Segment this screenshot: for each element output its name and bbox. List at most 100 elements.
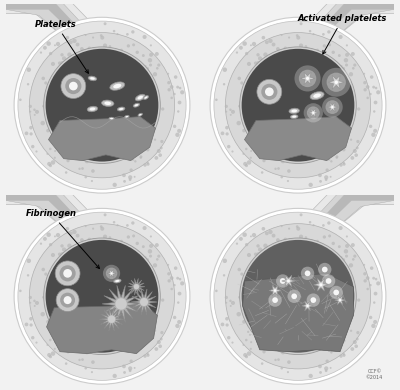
Circle shape	[19, 290, 22, 292]
Circle shape	[287, 180, 289, 182]
Circle shape	[363, 73, 365, 75]
Circle shape	[247, 253, 251, 257]
Circle shape	[245, 355, 248, 358]
Circle shape	[268, 39, 273, 43]
Circle shape	[238, 268, 241, 271]
Circle shape	[242, 240, 354, 353]
Circle shape	[324, 366, 328, 370]
Circle shape	[265, 87, 274, 96]
Circle shape	[91, 360, 95, 364]
Circle shape	[372, 277, 375, 280]
Circle shape	[161, 107, 164, 111]
Circle shape	[328, 43, 331, 46]
Circle shape	[65, 78, 82, 94]
Circle shape	[142, 245, 145, 248]
Circle shape	[210, 17, 386, 193]
Ellipse shape	[88, 76, 97, 81]
Circle shape	[312, 33, 314, 35]
Circle shape	[58, 61, 61, 65]
Circle shape	[60, 265, 76, 282]
Circle shape	[126, 33, 129, 35]
Circle shape	[46, 240, 158, 353]
Circle shape	[54, 236, 56, 238]
Circle shape	[353, 340, 357, 344]
Circle shape	[104, 22, 106, 25]
Circle shape	[352, 67, 354, 69]
Circle shape	[280, 176, 283, 179]
Circle shape	[29, 105, 32, 108]
Circle shape	[338, 35, 343, 39]
Circle shape	[252, 331, 254, 333]
Circle shape	[322, 97, 343, 117]
Circle shape	[158, 153, 162, 157]
Circle shape	[374, 101, 378, 105]
Circle shape	[265, 41, 269, 44]
Circle shape	[40, 121, 45, 125]
Circle shape	[294, 66, 321, 92]
Circle shape	[345, 64, 348, 67]
Text: Fibrinogen: Fibrinogen	[26, 209, 100, 269]
Circle shape	[322, 224, 325, 227]
Circle shape	[296, 225, 298, 228]
Circle shape	[49, 164, 52, 167]
Circle shape	[113, 30, 115, 32]
Circle shape	[71, 344, 74, 347]
Circle shape	[44, 238, 160, 355]
Circle shape	[245, 164, 248, 167]
Circle shape	[65, 171, 68, 174]
Polygon shape	[282, 275, 295, 287]
Circle shape	[229, 300, 232, 302]
Circle shape	[40, 243, 42, 245]
Circle shape	[242, 344, 244, 346]
Circle shape	[330, 286, 343, 299]
Circle shape	[140, 156, 142, 159]
Circle shape	[179, 278, 181, 280]
Circle shape	[300, 213, 302, 216]
Circle shape	[69, 82, 78, 90]
Circle shape	[62, 247, 66, 252]
Circle shape	[226, 132, 229, 135]
Circle shape	[84, 176, 87, 179]
Circle shape	[272, 43, 276, 46]
Ellipse shape	[109, 117, 114, 120]
Circle shape	[331, 106, 334, 108]
Polygon shape	[48, 117, 156, 161]
Circle shape	[342, 258, 345, 262]
Circle shape	[330, 351, 332, 354]
Circle shape	[180, 281, 184, 285]
Circle shape	[31, 145, 34, 148]
Circle shape	[261, 362, 264, 365]
Circle shape	[29, 317, 33, 321]
Circle shape	[256, 252, 261, 257]
Circle shape	[267, 344, 270, 347]
Circle shape	[29, 126, 33, 129]
Circle shape	[53, 334, 55, 336]
Circle shape	[231, 110, 235, 114]
Ellipse shape	[117, 107, 125, 111]
Circle shape	[353, 255, 356, 258]
Circle shape	[274, 359, 277, 361]
Circle shape	[126, 224, 129, 227]
Circle shape	[232, 151, 234, 152]
Circle shape	[154, 347, 158, 351]
Circle shape	[54, 157, 56, 159]
Circle shape	[103, 234, 107, 239]
Circle shape	[51, 140, 53, 142]
Circle shape	[318, 365, 322, 368]
Circle shape	[44, 82, 48, 85]
Circle shape	[85, 34, 87, 36]
Circle shape	[288, 37, 290, 39]
Circle shape	[334, 80, 338, 84]
Circle shape	[150, 44, 152, 46]
Polygon shape	[0, 0, 125, 76]
Circle shape	[249, 143, 251, 145]
Circle shape	[243, 353, 247, 357]
Circle shape	[227, 145, 230, 148]
Ellipse shape	[138, 113, 142, 116]
Circle shape	[178, 292, 182, 296]
Circle shape	[364, 88, 367, 91]
Circle shape	[113, 221, 115, 223]
Circle shape	[54, 341, 56, 343]
Circle shape	[262, 36, 265, 39]
Circle shape	[142, 54, 145, 57]
